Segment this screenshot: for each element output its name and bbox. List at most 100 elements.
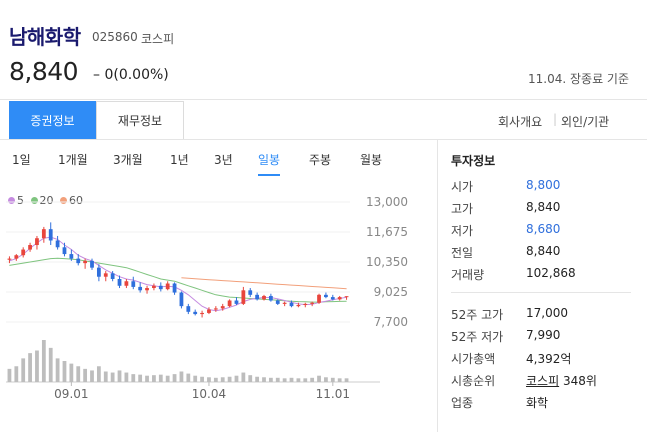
candle-body [268,295,273,301]
volume-bar [76,366,81,382]
volume-bar [289,377,294,382]
period-3m[interactable]: 3개월 [113,153,143,167]
info-row-market-cap: 시가총액 4,392억 [451,350,641,368]
candle-body [145,288,149,291]
candle-body [41,229,46,239]
info-key: 52주 고가 [451,308,504,322]
stock-name[interactable]: 남해화학 [9,25,81,49]
foreign-institution-link[interactable]: 외인/기관 [561,115,610,129]
period-daily[interactable]: 일봉 [258,150,281,176]
candle-body [131,281,136,287]
ma20-line [9,257,347,303]
info-key: 시총순위 [451,374,496,388]
link-separator: | [553,112,558,126]
candle-body [179,292,184,307]
ma60-line [181,277,347,290]
volume-bar [165,375,170,382]
candle-body [55,240,60,248]
market-rank-link[interactable]: 코스피 [526,374,560,388]
info-row-52w-high: 52주 고가 17,000 [451,306,641,324]
company-overview-link[interactable]: 회사개요 [498,115,543,129]
volume-bar [317,375,321,382]
info-value: 7,990 [526,328,561,342]
volume-bar [145,375,149,382]
candle-body [14,255,19,259]
candle-body [152,285,156,289]
volume-bar [344,378,349,382]
candle-body [200,312,204,315]
candlestick-chart-svg[interactable]: 13,000 11,675 10,350 9,025 7,700 09.01 10.04 1… [0,190,430,405]
volume-bar [337,378,342,382]
volume-bar [303,378,308,382]
volume-bar [220,377,225,382]
info-row-industry: 업종 화학 [451,394,641,412]
volume-bar [282,378,287,382]
info-value: 8,840 [526,200,561,214]
price-change: – 0(0.00%) [93,67,169,83]
legend-dot-icon [60,197,67,204]
volume-bar [186,373,191,382]
candle-body [83,260,88,264]
legend-dot-icon [8,197,15,204]
candle-body [110,273,115,279]
candle-body [117,278,122,286]
stock-header: 남해화학 025860 코스피 8,840 – 0(0.00%) 11.04. … [0,0,647,100]
y-tick-label: 11,675 [366,225,408,239]
volume-bar [172,374,177,382]
stock-code: 025860 [92,30,138,44]
info-value: 102,868 [526,266,576,280]
candle-body [330,297,335,300]
info-row-prev: 전일 8,840 [451,244,641,262]
candle-body [213,308,218,310]
tab-stock-info[interactable]: 증권정보 [9,101,96,139]
info-key: 52주 저가 [451,330,504,344]
candle-body [96,267,101,277]
info-key: 시가 [451,180,474,194]
info-value: 8,840 [526,244,561,258]
candle-body [337,297,342,300]
candle-body [186,306,191,312]
period-3y[interactable]: 3년 [214,153,233,167]
volume-bar [275,377,280,382]
volume-bar [207,377,211,382]
volume-bar [296,378,301,382]
candle-body [193,311,198,315]
volume-bar [96,366,101,382]
volume-bar [152,375,156,382]
info-row-volume: 거래량 102,868 [451,266,641,284]
info-row-open: 시가 8,800 [451,178,641,196]
info-row-high: 고가 8,840 [451,200,641,218]
candle-body [48,229,53,241]
candle-body [28,245,32,250]
candle-body [289,302,294,307]
period-monthly[interactable]: 월봉 [360,153,383,167]
tab-financial-info[interactable]: 재무정보 [96,101,184,139]
period-1y[interactable]: 1년 [170,153,189,167]
period-1d[interactable]: 1일 [12,153,31,167]
price-chart[interactable]: 13,000 11,675 10,350 9,025 7,700 09.01 10.04 1… [0,190,430,405]
candle-body [282,302,287,304]
volume-bar [14,366,19,382]
candle-body [241,290,246,304]
volume-bar [83,368,88,382]
volume-bar [193,375,198,382]
info-key: 저가 [451,224,474,238]
candle-body [248,290,253,295]
legend-item-ma5: 5 [8,194,24,207]
volume-bar [248,375,253,382]
volume-bar [179,371,184,382]
candle-body [344,296,349,298]
y-tick-label: 9,025 [374,285,408,299]
candle-body [124,281,129,286]
y-tick-label: 7,700 [374,315,408,329]
volume-bar [103,371,108,382]
period-1m[interactable]: 1개월 [58,153,88,167]
info-key: 시가총액 [451,352,496,366]
info-row-low: 저가 8,680 [451,222,641,240]
volume-bar [124,372,129,382]
y-tick-label: 10,350 [366,255,408,269]
volume-bar [213,377,218,382]
volume-bar [41,340,46,382]
period-weekly[interactable]: 주봉 [309,153,332,167]
candle-body [296,305,301,307]
